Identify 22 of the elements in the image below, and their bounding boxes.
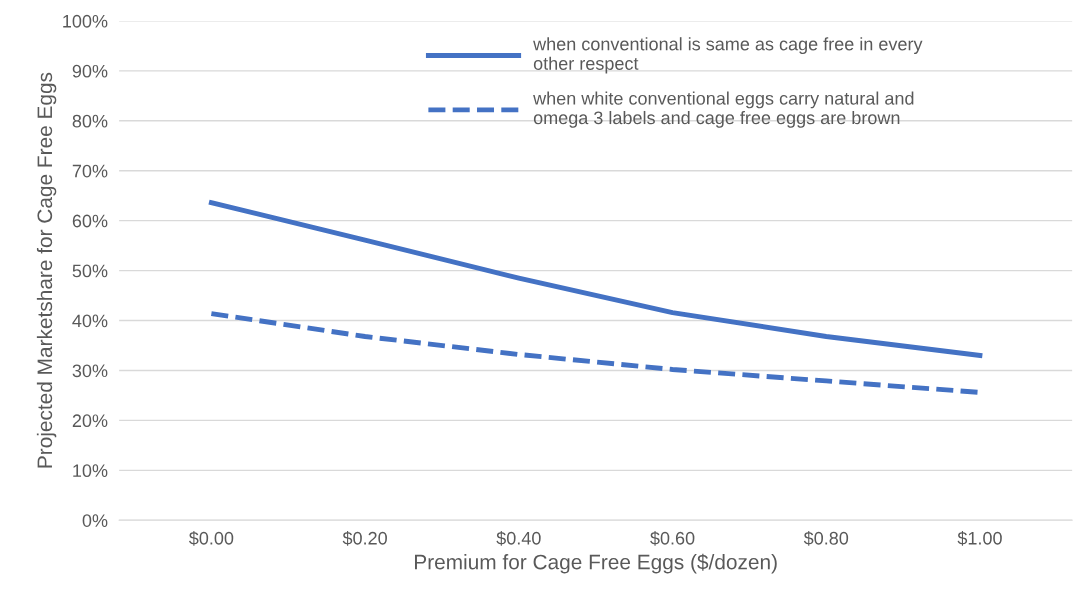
y-tick-label: 10% [73, 464, 108, 478]
line-series [208, 200, 983, 358]
y-tick-label: 20% [72, 414, 108, 428]
x-tick-label: $0.00 [188, 531, 234, 546]
x-tick-label: $0.20 [342, 531, 387, 546]
legend-label: when white conventional eggs carry natural and omega 3 labels and cage free eggs are brown [533, 91, 914, 128]
legend-label: when conventional is same as cage free in every other respect [533, 37, 923, 74]
y-tick-label: 60% [72, 214, 108, 228]
y-tick-label: 100% [63, 14, 108, 28]
x-axis-title: Premium for Cage Free Eggs ($/dozen) [415, 553, 777, 574]
y-tick-label: 50% [72, 264, 108, 278]
x-tick-label: $1.00 [957, 531, 1002, 546]
x-tick-label: $0.60 [650, 531, 695, 546]
y-tick-label: 0% [82, 514, 108, 527]
y-tick-label: 80% [72, 114, 108, 128]
y-axis-title: Projected Marketshare for Cage Free Eggs [36, 72, 57, 468]
x-tick-label: $0.40 [496, 531, 541, 546]
y-tick-label: 40% [72, 314, 108, 328]
x-tick-label: $0.80 [803, 531, 849, 546]
y-tick-label: 30% [72, 364, 108, 378]
y-tick-label: 70% [72, 164, 108, 178]
y-tick-label: 90% [72, 64, 108, 78]
